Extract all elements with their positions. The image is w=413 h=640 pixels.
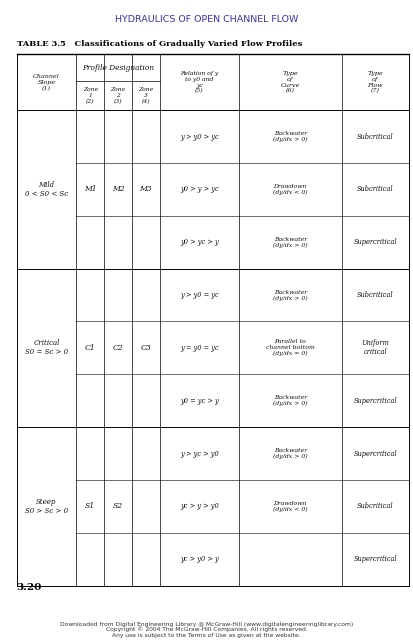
Text: Relation of y
to y0 and
yc
(5): Relation of y to y0 and yc (5) xyxy=(180,71,218,93)
Text: y = y0 = yc: y = y0 = yc xyxy=(180,344,218,352)
Text: C2: C2 xyxy=(113,344,123,352)
Text: Parallel to
channel bottom
(dy/dx = 0): Parallel to channel bottom (dy/dx = 0) xyxy=(266,339,315,356)
Text: Drawdown
(dy/dx < 0): Drawdown (dy/dx < 0) xyxy=(273,184,308,195)
Text: Backwater
(dy/dx > 0): Backwater (dy/dx > 0) xyxy=(273,237,308,248)
Text: yc > y0 > y: yc > y0 > y xyxy=(180,555,218,563)
Text: y0 > yc > y: y0 > yc > y xyxy=(180,238,218,246)
Text: M2: M2 xyxy=(112,186,124,193)
Text: Subcritical: Subcritical xyxy=(357,186,394,193)
Text: y0 = yc > y: y0 = yc > y xyxy=(180,397,218,404)
Text: S1: S1 xyxy=(85,502,95,510)
Text: Supercritical: Supercritical xyxy=(354,449,397,458)
Text: Type
of
Curve
(6): Type of Curve (6) xyxy=(280,71,300,93)
Text: S2: S2 xyxy=(113,502,123,510)
Text: 3.20: 3.20 xyxy=(17,583,42,592)
Text: y > yc > y0: y > yc > y0 xyxy=(180,449,218,458)
Text: M3: M3 xyxy=(140,186,152,193)
Text: TABLE 3.5   Classifications of Gradually Varied Flow Profiles: TABLE 3.5 Classifications of Gradually V… xyxy=(17,40,302,48)
Text: y > y0 > yc: y > y0 > yc xyxy=(180,132,218,141)
Text: Profile Designation: Profile Designation xyxy=(82,64,154,72)
Text: Subcritical: Subcritical xyxy=(357,502,394,510)
Text: Backwater
(dy/dx > 0): Backwater (dy/dx > 0) xyxy=(273,289,308,301)
Text: C3: C3 xyxy=(140,344,151,352)
Text: Critical
S0 = Sc > 0: Critical S0 = Sc > 0 xyxy=(25,339,68,356)
Text: Backwater
(dy/dx > 0): Backwater (dy/dx > 0) xyxy=(273,395,308,406)
Text: Zone
3
(4): Zone 3 (4) xyxy=(138,87,153,104)
Text: Any use is subject to the Terms of Use as given at the website.: Any use is subject to the Terms of Use a… xyxy=(112,633,301,638)
Text: C1: C1 xyxy=(85,344,96,352)
Text: Subcritical: Subcritical xyxy=(357,291,394,299)
Text: Zone
2
(3): Zone 2 (3) xyxy=(111,87,126,104)
Text: Supercritical: Supercritical xyxy=(354,238,397,246)
Text: Supercritical: Supercritical xyxy=(354,397,397,404)
Text: Drawdown
(dy/dx < 0): Drawdown (dy/dx < 0) xyxy=(273,501,308,512)
Text: Backwater
(dy/dx > 0): Backwater (dy/dx > 0) xyxy=(273,448,308,459)
Text: HYDRAULICS OF OPEN CHANNEL FLOW: HYDRAULICS OF OPEN CHANNEL FLOW xyxy=(115,15,298,24)
Text: Mild
0 < S0 < Sc: Mild 0 < S0 < Sc xyxy=(25,181,68,198)
Text: Channel
Slope
(1): Channel Slope (1) xyxy=(33,74,60,91)
Text: Copyright © 2004 The McGraw-Hill Companies. All rights reserved.: Copyright © 2004 The McGraw-Hill Compani… xyxy=(106,627,307,632)
Text: Subcritical: Subcritical xyxy=(357,132,394,141)
Text: Supercritical: Supercritical xyxy=(354,555,397,563)
Text: M1: M1 xyxy=(84,186,97,193)
Text: Backwater
(dy/dx > 0): Backwater (dy/dx > 0) xyxy=(273,131,308,142)
Text: Zone
1
(2): Zone 1 (2) xyxy=(83,87,98,104)
Text: yc > y > y0: yc > y > y0 xyxy=(180,502,218,510)
Text: Downloaded from Digital Engineering Library @ McGraw-Hill (www.digitalengineerin: Downloaded from Digital Engineering Libr… xyxy=(60,621,353,627)
Text: y > y0 = yc: y > y0 = yc xyxy=(180,291,218,299)
Text: Uniform
critical: Uniform critical xyxy=(361,339,389,356)
Text: Type
of
Flow
(7): Type of Flow (7) xyxy=(368,71,383,93)
Text: Steep
S0 > Sc > 0: Steep S0 > Sc > 0 xyxy=(25,498,68,515)
Text: y0 > y > yc: y0 > y > yc xyxy=(180,186,218,193)
